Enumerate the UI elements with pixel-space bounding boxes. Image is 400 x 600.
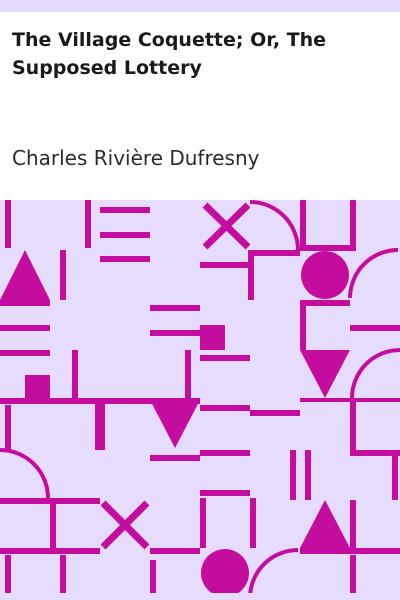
book-author: Charles Rivière Dufresny [12, 146, 260, 170]
cover-pattern [0, 200, 400, 593]
book-title: The Village Coquette; Or, The Supposed L… [12, 29, 327, 79]
bottom-band [0, 593, 400, 600]
top-band [0, 0, 400, 12]
